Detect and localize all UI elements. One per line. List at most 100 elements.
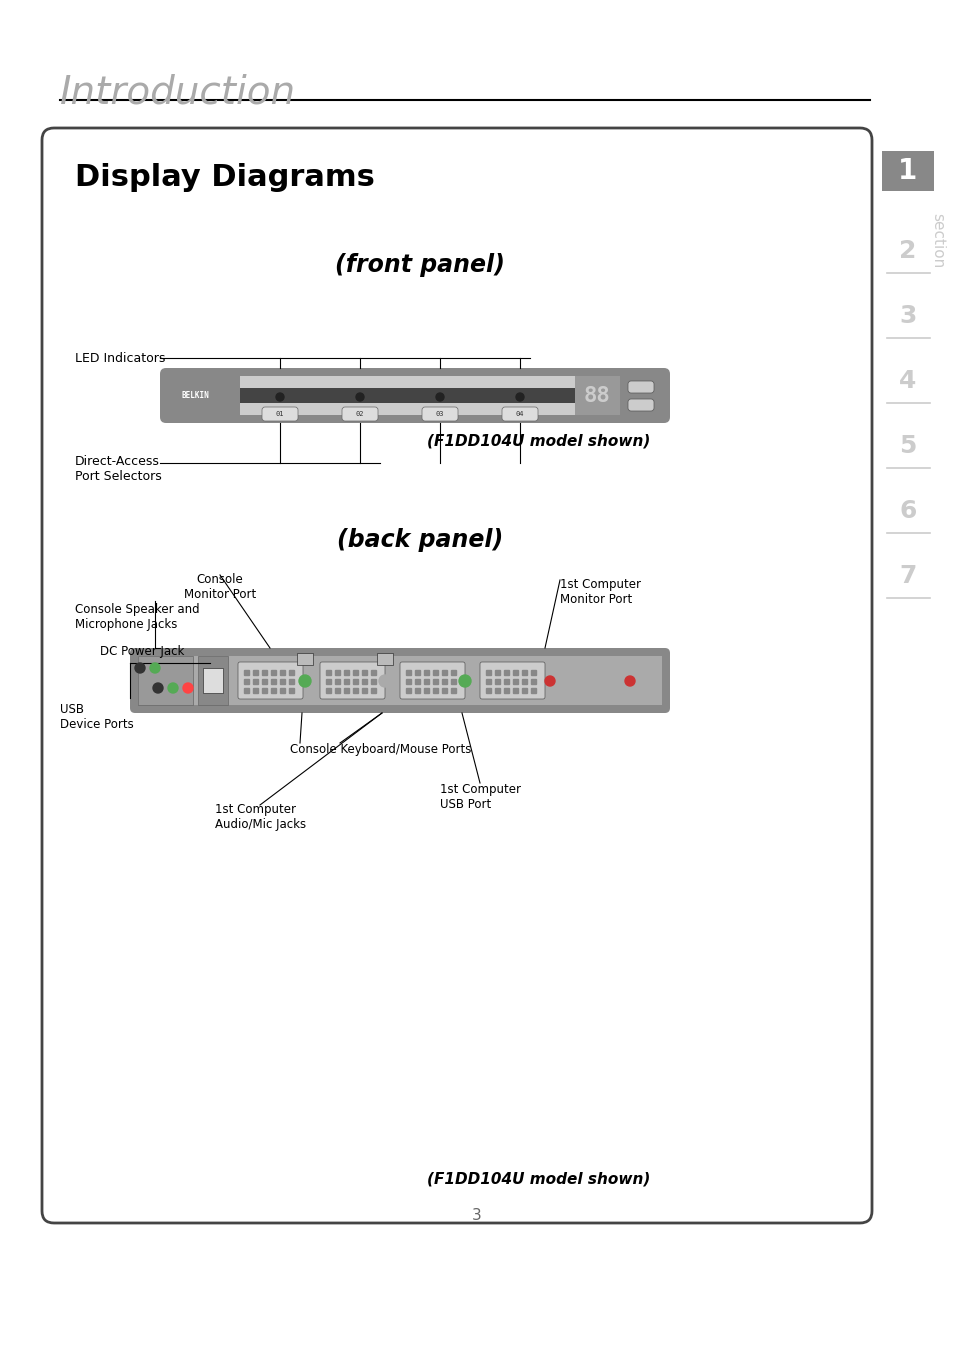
Circle shape [378,675,391,687]
FancyBboxPatch shape [882,151,933,191]
Bar [353,671,357,675]
Bar [203,668,223,692]
Text: (front panel): (front panel) [335,254,504,277]
Text: Display Diagrams: Display Diagrams [75,164,375,192]
Text: 1st Computer
USB Port: 1st Computer USB Port [439,782,520,811]
Text: 3: 3 [472,1208,481,1223]
Text: section: section [929,213,944,269]
Bar [240,376,584,414]
Text: DC Power Jack: DC Power Jack [100,645,184,658]
Text: 7: 7 [899,564,916,587]
FancyBboxPatch shape [160,368,669,423]
Text: 5: 5 [899,433,916,458]
Bar [271,688,275,692]
FancyBboxPatch shape [421,408,457,421]
Bar [326,688,331,692]
Bar [415,688,419,692]
FancyBboxPatch shape [479,662,544,699]
Bar [495,671,499,675]
Bar [531,679,536,684]
Bar [521,671,526,675]
Circle shape [183,683,193,692]
Text: (F1DD104U model shown): (F1DD104U model shown) [426,433,649,448]
Circle shape [436,393,443,401]
Bar [253,679,257,684]
Text: 1: 1 [898,157,917,185]
Bar [503,679,509,684]
FancyBboxPatch shape [627,399,654,412]
FancyBboxPatch shape [262,408,297,421]
Bar [271,679,275,684]
Circle shape [624,676,635,686]
Bar [406,671,411,675]
Bar [262,688,267,692]
Text: 01: 01 [275,412,284,417]
Bar [198,656,228,705]
Bar [451,679,456,684]
Bar [289,688,294,692]
Bar [513,679,517,684]
Bar [513,688,517,692]
Text: (back panel): (back panel) [336,527,502,552]
Circle shape [275,393,284,401]
Bar [531,688,536,692]
Text: 04: 04 [516,412,524,417]
Bar [485,679,491,684]
Circle shape [135,662,145,673]
Circle shape [168,683,178,692]
Circle shape [544,676,555,686]
Bar [376,653,393,665]
Bar [495,679,499,684]
Text: (F1DD104U model shown): (F1DD104U model shown) [426,1171,649,1186]
Circle shape [152,683,163,692]
Bar [361,688,367,692]
FancyBboxPatch shape [627,382,654,393]
FancyBboxPatch shape [237,662,303,699]
Text: 1st Computer
Monitor Port: 1st Computer Monitor Port [559,578,640,607]
Bar [244,688,249,692]
Circle shape [458,675,471,687]
Bar [326,671,331,675]
Bar [244,679,249,684]
Bar [361,671,367,675]
Bar [423,679,429,684]
Bar [240,388,584,403]
Circle shape [355,393,364,401]
Bar [353,688,357,692]
Bar [280,671,285,675]
Text: 88: 88 [583,386,610,406]
Bar [371,679,375,684]
FancyBboxPatch shape [42,128,871,1223]
Text: Console Speaker and
Microphone Jacks: Console Speaker and Microphone Jacks [75,602,199,631]
Bar [253,671,257,675]
Bar [423,688,429,692]
Bar [271,671,275,675]
Bar [353,679,357,684]
Text: 03: 03 [436,412,444,417]
Bar [441,671,447,675]
Bar [289,671,294,675]
Text: Direct-Access
Port Selectors: Direct-Access Port Selectors [75,455,162,483]
Bar [371,688,375,692]
Bar [531,671,536,675]
Bar [406,679,411,684]
Bar [451,688,456,692]
Bar [495,688,499,692]
FancyBboxPatch shape [319,662,385,699]
Text: 2: 2 [899,239,916,263]
Bar [253,688,257,692]
Text: 02: 02 [355,412,364,417]
Bar [485,671,491,675]
Bar [503,688,509,692]
Text: 6: 6 [899,499,916,523]
Bar [138,656,661,705]
Circle shape [150,662,160,673]
Bar [361,679,367,684]
Text: Console Keyboard/Mouse Ports: Console Keyboard/Mouse Ports [290,743,471,756]
Text: Introduction: Introduction [60,74,295,110]
Text: Console
Monitor Port: Console Monitor Port [184,572,255,601]
Bar [485,688,491,692]
FancyBboxPatch shape [399,662,464,699]
Circle shape [298,675,311,687]
Bar [280,688,285,692]
